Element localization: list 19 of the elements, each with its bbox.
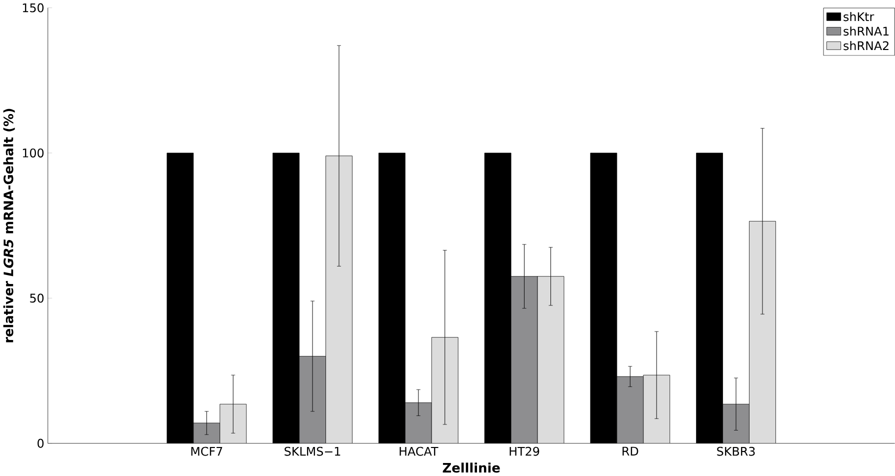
x-tick-label: RD bbox=[622, 446, 638, 456]
x-tick-label: SKBR3 bbox=[717, 446, 755, 456]
bar bbox=[511, 276, 538, 444]
legend-label: shKtr bbox=[844, 12, 874, 22]
x-tick-label: HT29 bbox=[510, 446, 540, 456]
bar bbox=[405, 402, 432, 444]
x-tick-label: MCF7 bbox=[191, 446, 222, 456]
bar bbox=[193, 423, 220, 444]
x-tick-label: SKLMS−1 bbox=[284, 446, 340, 456]
y-tick-label: 0 bbox=[38, 438, 44, 448]
bar bbox=[616, 376, 644, 444]
y-axis-title: relativer LGR5 mRNA-Gehalt (%) bbox=[3, 108, 15, 342]
x-axis-title: Zelllinie bbox=[442, 462, 500, 473]
legend-label: shRNA1 bbox=[844, 26, 889, 36]
y-tick-label: 50 bbox=[30, 294, 44, 303]
x-tick-label: HACAT bbox=[400, 446, 438, 456]
legend-label: shRNA2 bbox=[844, 41, 888, 50]
y-tick-label: 100 bbox=[22, 148, 44, 158]
y-tick-label: 150 bbox=[22, 3, 44, 12]
